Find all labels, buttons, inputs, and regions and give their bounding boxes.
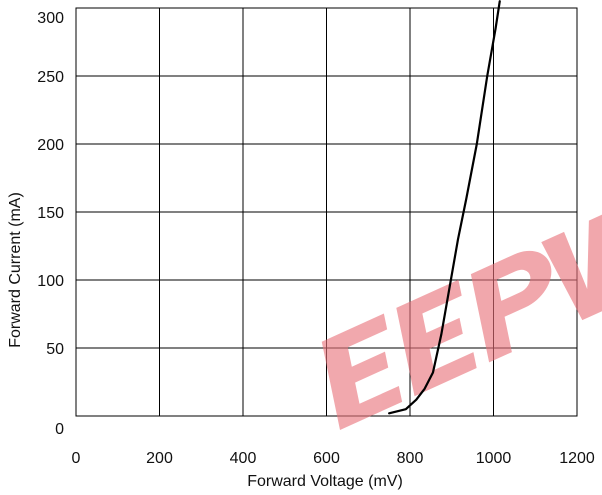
series-line	[388, 0, 501, 415]
x-tick-label: 1000	[476, 450, 512, 467]
x-tick-label: 400	[230, 450, 257, 467]
y-tick-label: 300	[37, 10, 64, 27]
y-tick-label: 200	[37, 137, 64, 154]
x-tick-labels: 0 200 400 600 800 1000 1200	[72, 450, 595, 467]
x-tick-label: 600	[313, 450, 340, 467]
y-tick-label: 150	[37, 205, 64, 222]
watermark-logo: EEPW	[321, 189, 602, 430]
y-tick-labels: 0 50 100 150 200 250 300	[37, 10, 64, 438]
watermark-letter	[396, 279, 477, 397]
y-axis-label: Forward Current (mA)	[7, 192, 24, 348]
x-tick-label: 200	[146, 450, 173, 467]
x-tick-label: 800	[397, 450, 424, 467]
y-tick-label: 250	[37, 69, 64, 86]
x-axis-label: Forward Voltage (mV)	[247, 473, 403, 490]
watermark-letter	[321, 313, 403, 430]
watermark-letter	[541, 189, 602, 321]
y-tick-label: 0	[55, 421, 64, 438]
watermark: EEPW	[321, 189, 602, 430]
series-layer	[388, 0, 501, 415]
y-tick-label: 50	[46, 341, 64, 358]
x-tick-label: 1200	[559, 450, 595, 467]
y-tick-label: 100	[37, 273, 64, 290]
x-tick-label: 0	[72, 450, 81, 467]
watermark-letter	[470, 250, 552, 363]
